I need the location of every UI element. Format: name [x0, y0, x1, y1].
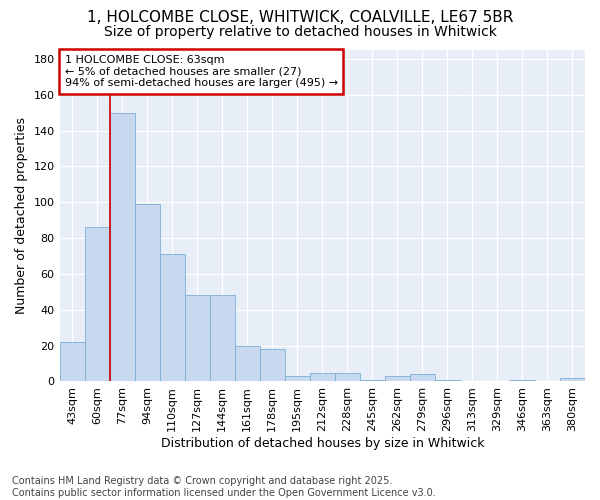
Bar [560, 378, 585, 382]
Y-axis label: Number of detached properties: Number of detached properties [15, 117, 28, 314]
Bar [59, 342, 85, 382]
Bar [435, 380, 460, 382]
Text: 1 HOLCOMBE CLOSE: 63sqm
← 5% of detached houses are smaller (27)
94% of semi-det: 1 HOLCOMBE CLOSE: 63sqm ← 5% of detached… [65, 55, 338, 88]
X-axis label: Distribution of detached houses by size in Whitwick: Distribution of detached houses by size … [161, 437, 484, 450]
Bar [335, 372, 360, 382]
Bar [310, 372, 335, 382]
Bar [410, 374, 435, 382]
Text: Contains HM Land Registry data © Crown copyright and database right 2025.
Contai: Contains HM Land Registry data © Crown c… [12, 476, 436, 498]
Bar [185, 296, 209, 382]
Bar [360, 380, 385, 382]
Bar [209, 296, 235, 382]
Bar [134, 204, 160, 382]
Text: 1, HOLCOMBE CLOSE, WHITWICK, COALVILLE, LE67 5BR: 1, HOLCOMBE CLOSE, WHITWICK, COALVILLE, … [87, 10, 513, 25]
Bar [235, 346, 260, 382]
Bar [110, 112, 134, 382]
Bar [260, 349, 285, 382]
Bar [510, 380, 535, 382]
Bar [385, 376, 410, 382]
Bar [85, 228, 110, 382]
Bar [285, 376, 310, 382]
Bar [160, 254, 185, 382]
Text: Size of property relative to detached houses in Whitwick: Size of property relative to detached ho… [104, 25, 496, 39]
